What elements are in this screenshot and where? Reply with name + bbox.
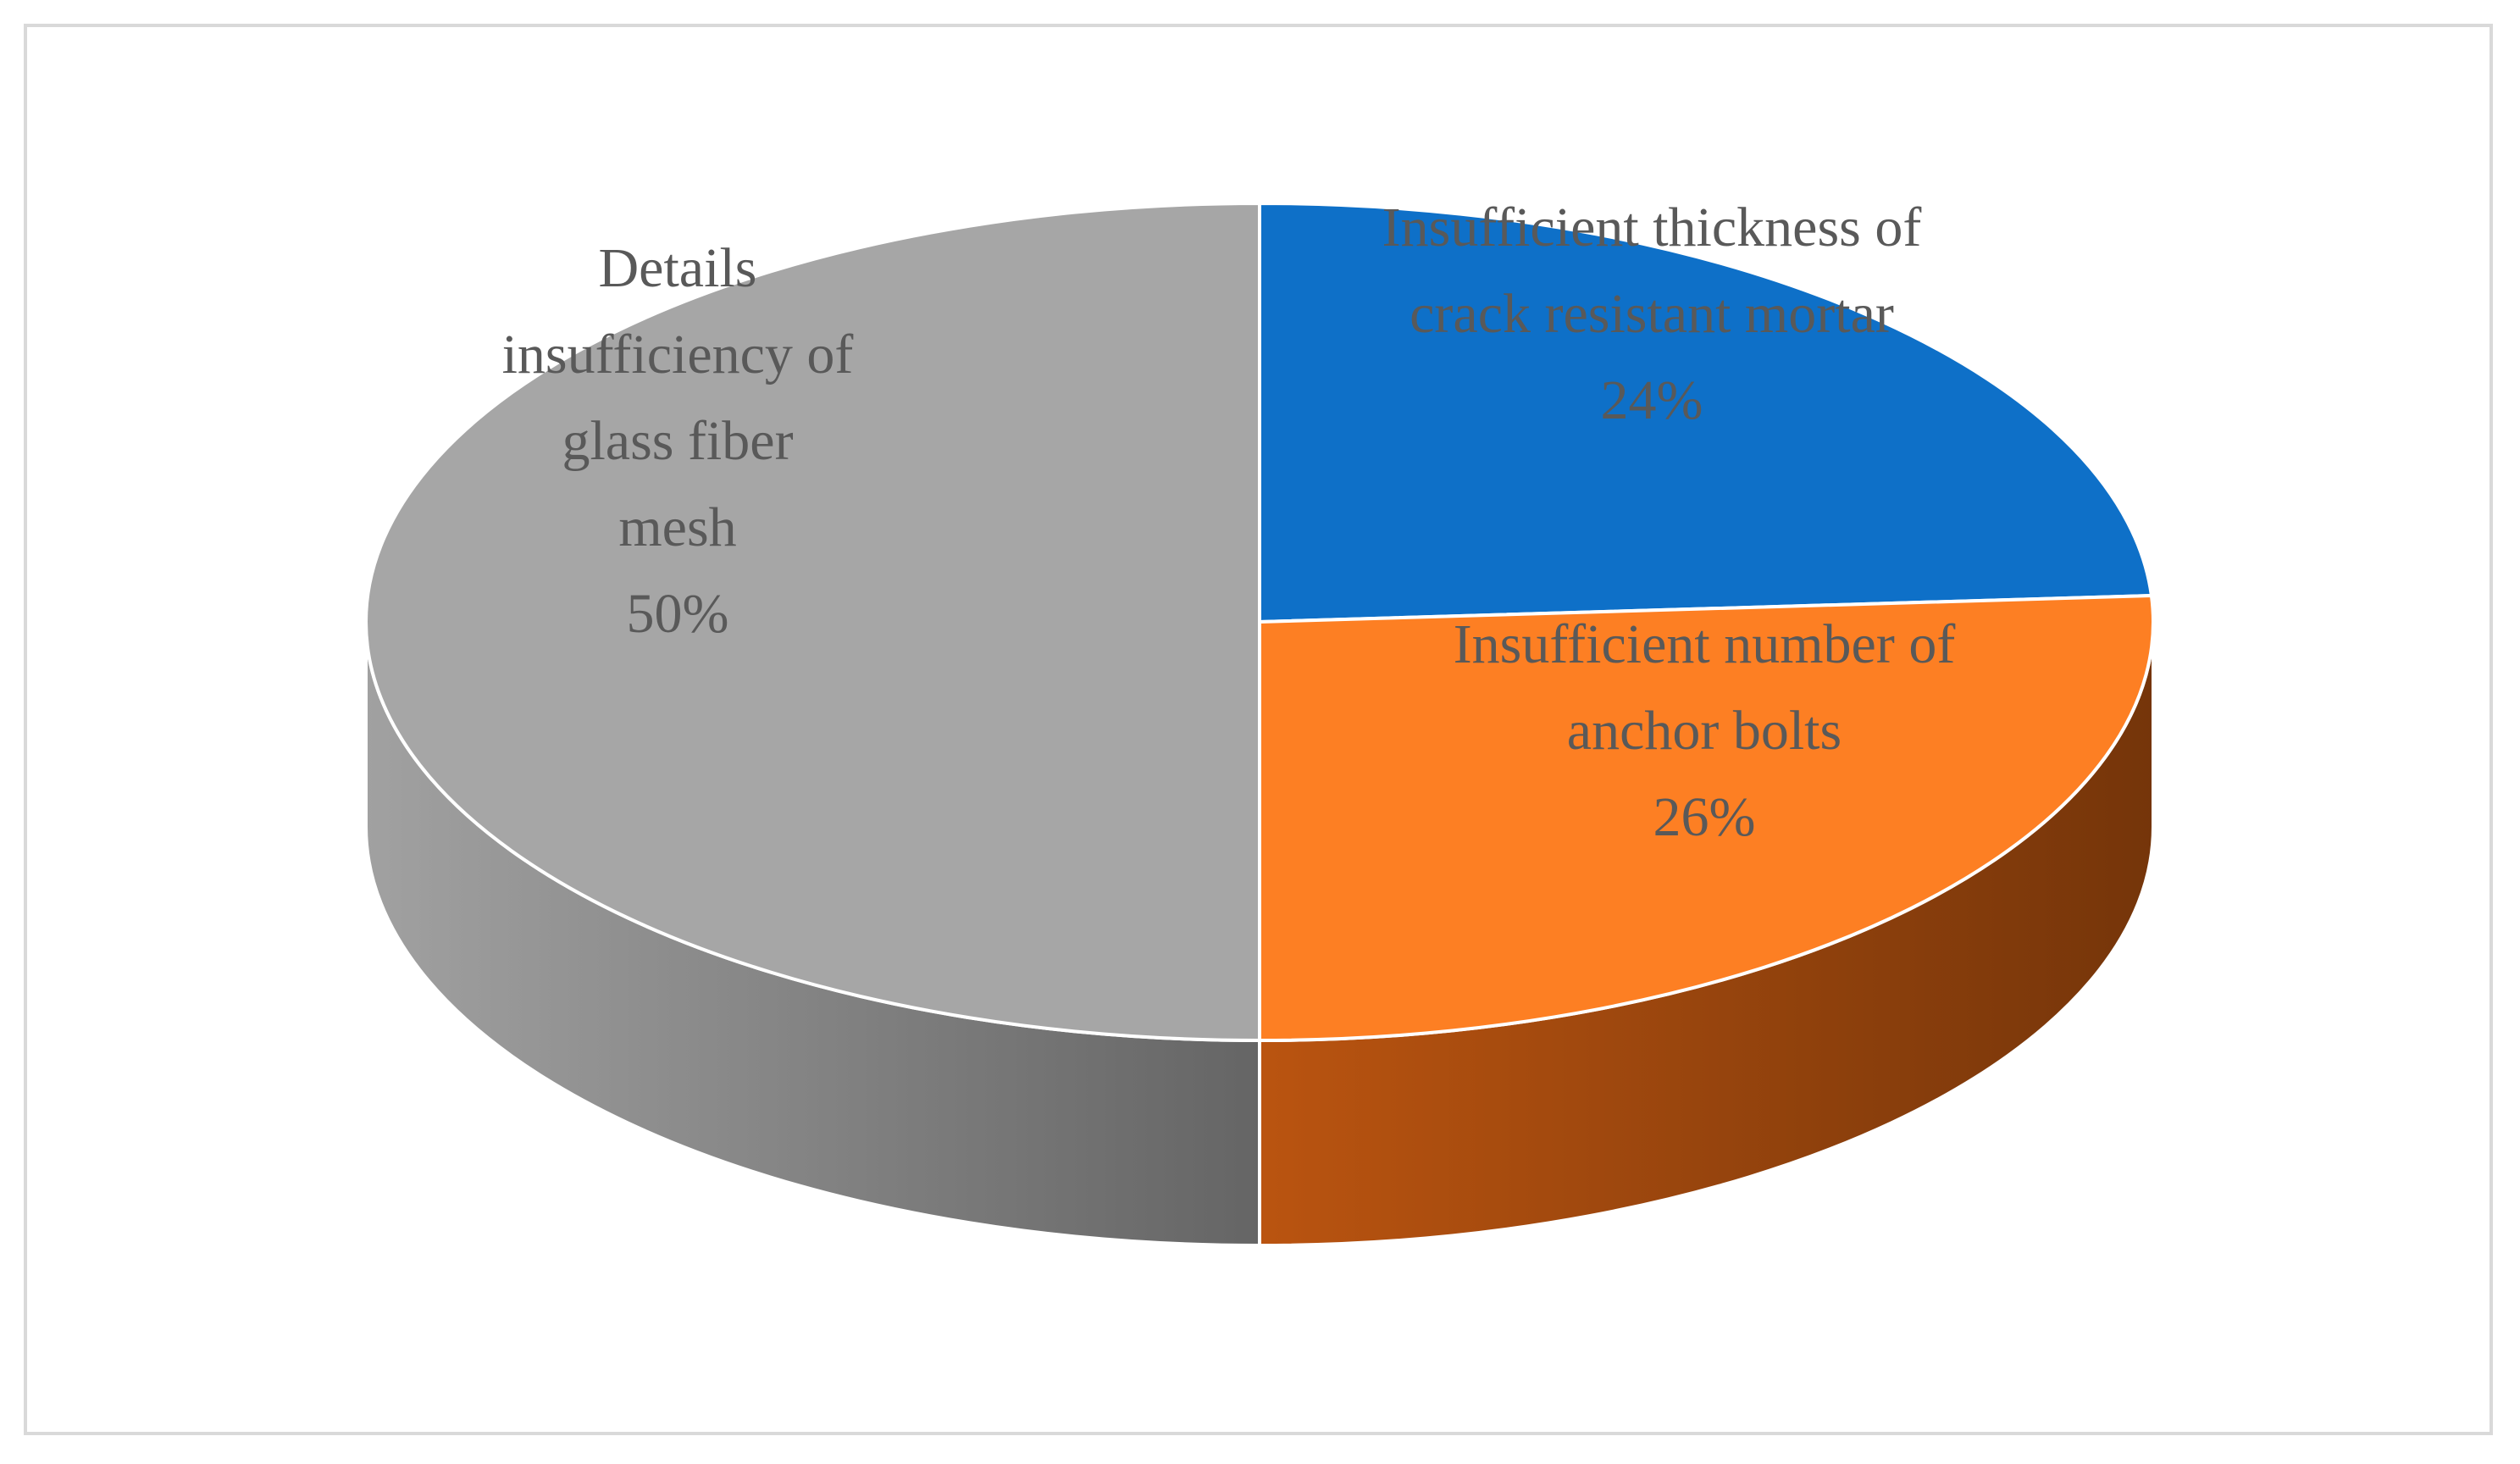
- slice-value-1: 26%: [1653, 786, 1756, 848]
- slice-label-line: Insufficient thickness of: [1382, 197, 1922, 258]
- slice-label-0: Insufficient thickness of crack resistant…: [1382, 197, 1922, 431]
- pie-slice-0: [1258, 202, 2153, 624]
- slice-value-2: 50%: [627, 583, 729, 645]
- slice-label-2: Details insufficiency of glass fiber mesh 50…: [502, 237, 854, 645]
- pie-slice-1: [1258, 593, 2155, 1042]
- slice-label-line: Insufficient number of: [1454, 613, 1956, 675]
- slice-label-line: Details: [599, 237, 757, 299]
- slice-label-line: mesh: [618, 496, 736, 558]
- slice-label-1: Insufficient number of anchor bolts 26%: [1454, 613, 1956, 848]
- slice-label-line: glass fiber: [562, 410, 793, 472]
- slice-value-0: 24%: [1601, 369, 1703, 431]
- slice-label-line: crack resistant mortar: [1410, 283, 1894, 345]
- slice-label-line: anchor bolts: [1567, 700, 1842, 762]
- slice-label-line: insufficiency of: [502, 324, 854, 385]
- pie-slice-2: [364, 202, 1261, 1042]
